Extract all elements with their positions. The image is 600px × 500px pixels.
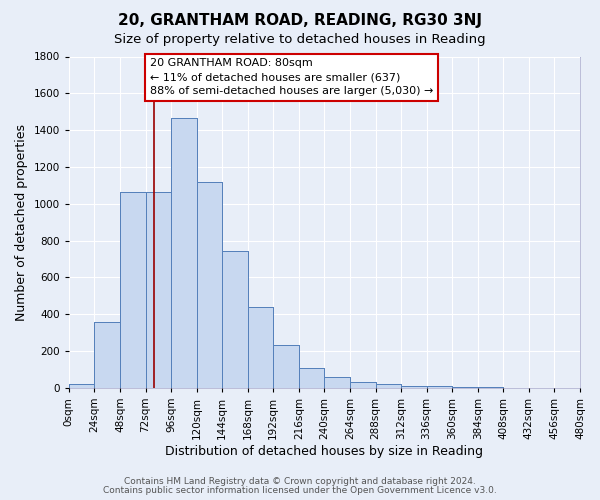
Bar [325, 378, 350, 388]
Text: Contains public sector information licensed under the Open Government Licence v3: Contains public sector information licen… [103, 486, 497, 495]
Bar [401, 386, 427, 388]
Bar [69, 384, 94, 388]
Bar [222, 250, 248, 388]
Bar [401, 386, 427, 388]
Bar [197, 182, 222, 388]
Bar [248, 307, 273, 388]
Bar [350, 382, 376, 388]
Bar [273, 346, 299, 388]
Text: Size of property relative to detached houses in Reading: Size of property relative to detached ho… [114, 32, 486, 46]
Bar [299, 368, 325, 388]
Text: Contains HM Land Registry data © Crown copyright and database right 2024.: Contains HM Land Registry data © Crown c… [124, 477, 476, 486]
X-axis label: Distribution of detached houses by size in Reading: Distribution of detached houses by size … [166, 444, 484, 458]
Bar [248, 307, 273, 388]
Bar [69, 384, 94, 388]
Text: 20, GRANTHAM ROAD, READING, RG30 3NJ: 20, GRANTHAM ROAD, READING, RG30 3NJ [118, 12, 482, 28]
Bar [299, 368, 325, 388]
Bar [478, 387, 503, 388]
Bar [478, 387, 503, 388]
Bar [146, 192, 171, 388]
Bar [427, 386, 452, 388]
Bar [94, 322, 120, 388]
Y-axis label: Number of detached properties: Number of detached properties [15, 124, 28, 320]
Bar [325, 378, 350, 388]
Bar [171, 118, 197, 388]
Bar [376, 384, 401, 388]
Bar [197, 182, 222, 388]
Bar [350, 382, 376, 388]
Bar [376, 384, 401, 388]
Bar [222, 250, 248, 388]
Bar [273, 346, 299, 388]
Bar [120, 192, 146, 388]
Bar [452, 387, 478, 388]
Bar [146, 192, 171, 388]
Bar [171, 118, 197, 388]
Text: 20 GRANTHAM ROAD: 80sqm
← 11% of detached houses are smaller (637)
88% of semi-d: 20 GRANTHAM ROAD: 80sqm ← 11% of detache… [150, 58, 433, 96]
Bar [120, 192, 146, 388]
Bar [452, 387, 478, 388]
Bar [427, 386, 452, 388]
Bar [94, 322, 120, 388]
